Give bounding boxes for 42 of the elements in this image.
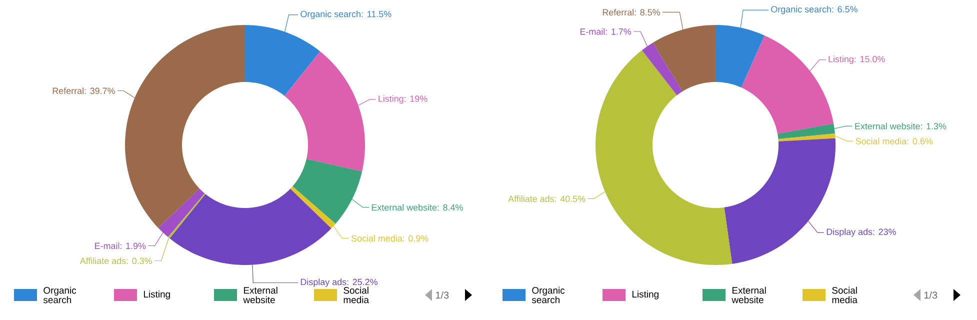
slice-label: External website [855, 122, 920, 130]
data-label: : 6.5% [832, 6, 858, 12]
data-label: : 8.4% [438, 204, 463, 211]
legend-label: Organic search [43, 286, 76, 304]
slice-label: Referral [52, 87, 84, 94]
slice-label: Social media [351, 234, 402, 242]
data-label: : 8.5% [634, 9, 660, 16]
slice-label: External website [372, 204, 437, 211]
legend-label: Listing [632, 290, 658, 300]
data-label: : 11.5% [362, 10, 392, 18]
data-label: : 15.0% [854, 56, 885, 62]
legend-label: External website [732, 286, 766, 304]
data-label: : 1.7% [606, 28, 632, 35]
data-label: : 0.3% [126, 258, 152, 264]
data-label: : 1.3% [921, 123, 946, 130]
slice-label: Display ads [826, 228, 872, 237]
data-label: : 0.6% [907, 138, 933, 144]
slice-label: E-mail [580, 28, 605, 35]
data-label: : 19% [404, 95, 428, 102]
slice-label: Affiliate ads [508, 195, 554, 202]
legend-label: Social media [344, 286, 369, 304]
data-label: : 23% [873, 228, 896, 235]
data-label: : 0.9% [403, 235, 428, 242]
legend-label: Organic search [532, 286, 565, 304]
slice-label: Listing [828, 56, 854, 64]
slice-label: Display ads [300, 278, 346, 287]
text: 1/3 [436, 291, 449, 299]
data-label: : 39.7% [84, 88, 115, 94]
legend-label: Social media [832, 286, 858, 304]
data-label: : 25.2% [347, 278, 378, 286]
data-label: : 1.9% [120, 242, 146, 250]
slice-label: Social media [856, 138, 907, 144]
legend-label: External website [243, 286, 278, 304]
text: 1/3 [924, 291, 938, 299]
legend-label: Listing [144, 290, 170, 300]
slice-label: Listing [378, 95, 404, 104]
data-label: : 40.5% [555, 196, 586, 202]
slice-label: Organic search [771, 6, 831, 14]
slice-label: E-mail [95, 242, 120, 250]
slice-label: Affiliate ads [80, 257, 126, 264]
slice-label: Organic search [300, 10, 360, 19]
slice-label: Referral [602, 8, 634, 16]
